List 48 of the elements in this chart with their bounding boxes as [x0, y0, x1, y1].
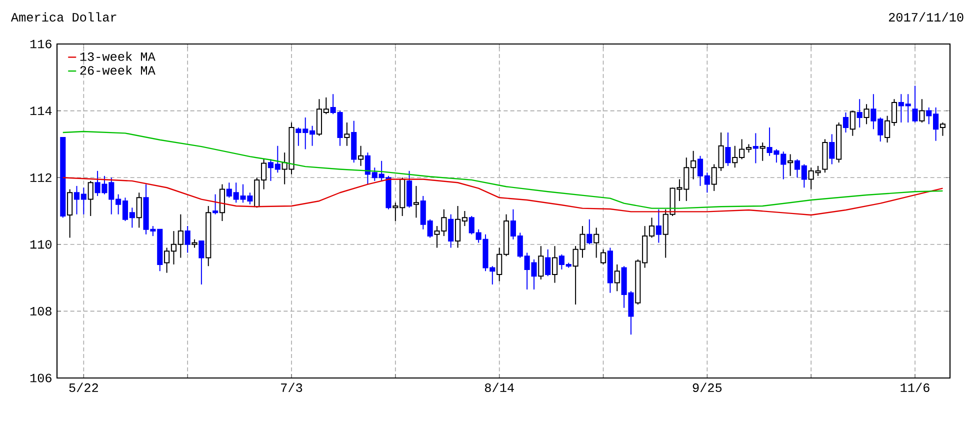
candlestick [850, 110, 856, 136]
candlestick [600, 248, 606, 265]
candlestick [656, 208, 662, 244]
candlestick [448, 214, 454, 248]
chart-title: America Dollar [10, 12, 116, 22]
candlestick [912, 85, 918, 123]
candlestick [358, 145, 364, 166]
line-series [62, 130, 944, 209]
candlestick [788, 154, 794, 176]
candlestick [538, 246, 544, 280]
candlestick [760, 142, 766, 162]
x-tick-label: 8/14 [484, 382, 514, 392]
line-series [62, 177, 944, 216]
candlestick [586, 218, 592, 245]
candlestick [545, 248, 551, 277]
candlestick [552, 246, 558, 284]
candlestick [856, 98, 862, 128]
candlestick [198, 240, 204, 285]
x-tick-label: 5/22 [69, 382, 98, 392]
candlestick [219, 184, 226, 222]
candlestick [136, 192, 142, 228]
candlestick [864, 104, 870, 125]
candlestick [614, 264, 620, 292]
x-tick-label: 9/25 [692, 382, 722, 392]
x-tick-label: 7/3 [281, 382, 302, 392]
y-tick-label: 110 [30, 240, 52, 249]
y-tick-label: 114 [30, 106, 52, 115]
y-tick-label: 108 [30, 306, 52, 316]
candlestick [88, 180, 94, 217]
chart-subtitle: 2017/11/10 [888, 12, 964, 22]
candlestick [829, 134, 835, 165]
candlestick [725, 132, 731, 166]
candlestick [184, 226, 190, 254]
y-tick-label: 106 [30, 374, 52, 382]
legend-label: 26-week MA [80, 65, 156, 75]
candlestick [212, 194, 218, 215]
candlestick [594, 227, 600, 258]
legend-label: 13-week MA [80, 52, 156, 61]
candlestick [67, 188, 73, 238]
candlestick [413, 185, 419, 218]
y-tick-label: 116 [30, 40, 52, 48]
candlestick [940, 122, 946, 136]
x-tick-label: 11/6 [900, 382, 930, 392]
candlestick [752, 132, 758, 164]
y-tick-label: 112 [30, 173, 52, 182]
candlestick [344, 122, 350, 146]
candlestick [919, 98, 925, 123]
candlestick [842, 112, 849, 134]
